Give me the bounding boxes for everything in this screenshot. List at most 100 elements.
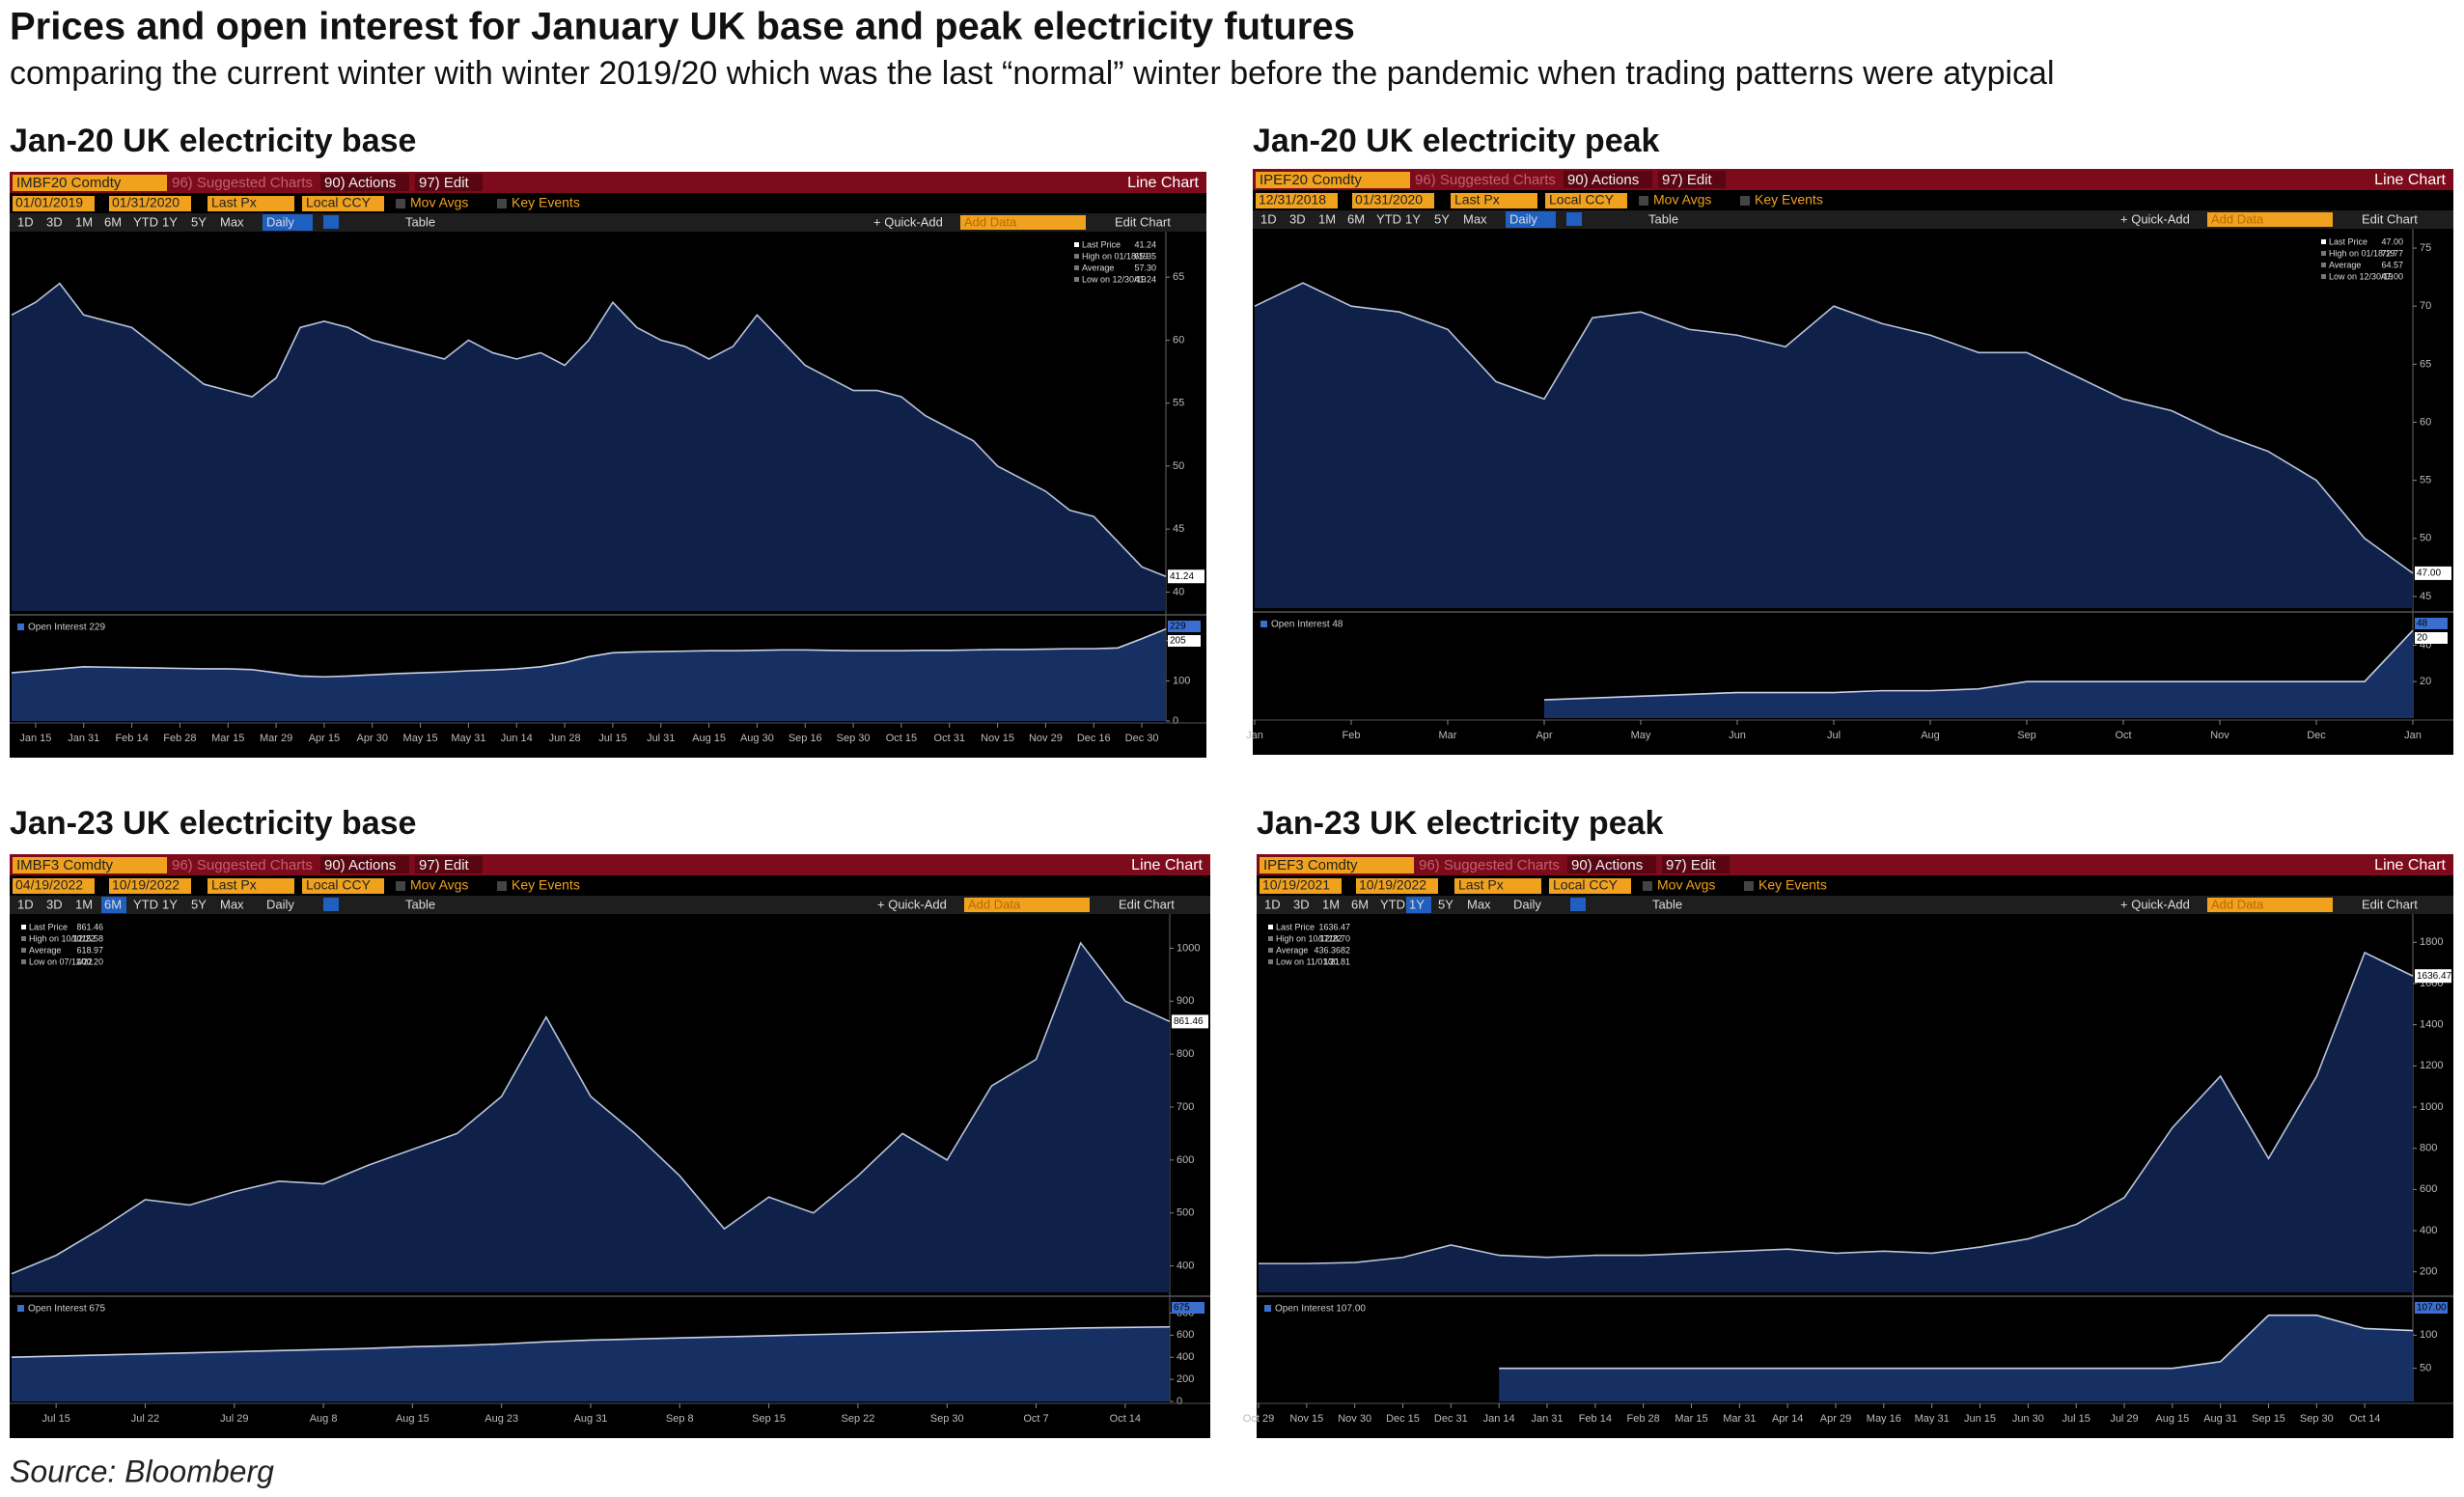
stats-marker	[1074, 277, 1079, 282]
period-button[interactable]: 6M	[104, 214, 122, 229]
x-tick-label: Mar 15	[1675, 1413, 1707, 1425]
legend-label: Open Interest 229	[28, 623, 105, 633]
last-tag: 47.00	[2417, 568, 2441, 579]
y-tick-label: 65	[1173, 271, 1184, 283]
date-box	[13, 878, 95, 894]
period-button[interactable]: 1D	[17, 214, 34, 229]
stats-marker	[21, 948, 26, 953]
period-button[interactable]: 5Y	[191, 214, 207, 229]
last-tag: 41.24	[1170, 571, 1194, 582]
price-area	[12, 942, 1170, 1292]
quick-add: + Quick-Add	[877, 897, 947, 911]
edit-chart: Edit Chart	[1115, 214, 1171, 229]
period-button[interactable]: Max	[1463, 211, 1487, 226]
period-button[interactable]: 1D	[1260, 211, 1277, 226]
x-tick-label: Jan 14	[1483, 1413, 1515, 1425]
period-button[interactable]: YTD	[133, 214, 158, 229]
quick-add: + Quick-Add	[2120, 211, 2190, 226]
x-tick-label: Nov 30	[1338, 1413, 1371, 1425]
period-button[interactable]: 6M	[1347, 211, 1365, 226]
period-button[interactable]: Max	[220, 214, 244, 229]
x-tick-label: Sep 16	[789, 733, 822, 744]
period-button[interactable]: 6M	[104, 897, 122, 911]
frequency: Daily	[1513, 897, 1541, 911]
period-button[interactable]: 5Y	[1438, 897, 1453, 911]
period-button[interactable]: 3D	[46, 897, 63, 911]
last-tag-box	[1172, 1014, 1208, 1029]
x-tick-label: Sep 30	[930, 1413, 964, 1425]
header-bar	[1257, 854, 2453, 875]
period-button[interactable]: 3D	[1289, 211, 1306, 226]
period-button[interactable]: 3D	[1293, 897, 1310, 911]
y-tick-label: 900	[1177, 995, 1194, 1007]
checkbox	[1639, 196, 1648, 206]
actions-button	[1567, 856, 1656, 873]
x-tick-label: Feb 14	[115, 733, 148, 744]
period-button[interactable]: Max	[1467, 897, 1491, 911]
x-tick-label: Dec 30	[1125, 733, 1159, 744]
x-tick-label: Jul 31	[647, 733, 675, 744]
stats-marker	[1074, 242, 1079, 247]
stats-label: Low on 12/30/19	[2329, 271, 2394, 281]
actions: 90) Actions	[324, 175, 396, 191]
legend-label: Open Interest 675	[28, 1304, 105, 1315]
add-data: Add Data	[968, 897, 1021, 911]
period-button[interactable]: 1M	[75, 214, 93, 229]
mov-avgs: Mov Avgs	[410, 195, 468, 210]
period-button[interactable]: YTD	[1376, 211, 1401, 226]
quick-add: + Quick-Add	[873, 214, 943, 229]
stats-value: 1636.47	[1318, 922, 1350, 931]
period-button[interactable]: 1D	[1264, 897, 1281, 911]
period-button[interactable]: 1M	[1322, 897, 1340, 911]
period-button[interactable]: 1Y	[1409, 897, 1425, 911]
x-tick-label: Aug 31	[574, 1413, 608, 1425]
edit-chart: Edit Chart	[2362, 211, 2418, 226]
x-tick-label: Jul 15	[42, 1413, 69, 1425]
period-button[interactable]: 6M	[1351, 897, 1369, 911]
page-subtitle: comparing the current winter with winter…	[10, 55, 2055, 92]
checkbox	[497, 881, 507, 891]
period-button[interactable]: 5Y	[191, 897, 207, 911]
period-button[interactable]: 1M	[75, 897, 93, 911]
last-tag-box	[2415, 566, 2451, 580]
x-tick-label: Jul 15	[2062, 1413, 2090, 1425]
key-events: Key Events	[1758, 877, 1827, 893]
period-button[interactable]: YTD	[133, 897, 158, 911]
x-tick-label: Feb 28	[1627, 1413, 1660, 1425]
y-tick-label: 400	[1177, 1260, 1194, 1271]
oi-tag-box	[2415, 632, 2448, 644]
field-box	[1454, 878, 1541, 894]
price-line	[11, 941, 1171, 1275]
period-button[interactable]: 1D	[17, 897, 34, 911]
x-tick-label: Jun 30	[2012, 1413, 2044, 1425]
x-tick-label: Sep 15	[752, 1413, 786, 1425]
period-button[interactable]: 1Y	[162, 897, 178, 911]
date-box	[1260, 878, 1342, 894]
period-button[interactable]: 1Y	[162, 214, 178, 229]
period-button[interactable]: 3D	[46, 214, 63, 229]
ticker-box	[13, 857, 167, 873]
stats-label: High on 10/12/22	[29, 933, 96, 943]
period-button[interactable]: YTD	[1380, 897, 1405, 911]
stats-label: Last Price	[1082, 239, 1121, 249]
x-tick-label: Jan 31	[1531, 1413, 1563, 1425]
end-date: 01/31/2020	[1355, 192, 1423, 208]
edit-button	[1662, 856, 1730, 873]
period-button[interactable]: 1Y	[1405, 211, 1421, 226]
key-events: Key Events	[512, 195, 580, 210]
period-button[interactable]: 5Y	[1434, 211, 1450, 226]
stats-label: Average	[1082, 263, 1114, 272]
header-bar	[1253, 169, 2453, 190]
edit: 97) Edit	[1662, 172, 1713, 188]
edit: 97) Edit	[1666, 857, 1717, 873]
period-button[interactable]: Max	[220, 897, 244, 911]
start-date: 12/31/2018	[1259, 192, 1326, 208]
x-tick-label: Mar	[1439, 730, 1457, 741]
stats-value: 400.20	[76, 956, 103, 966]
stats-marker	[2321, 274, 2326, 279]
start-date: 10/19/2021	[1262, 877, 1330, 893]
stats-label: Last Price	[1276, 922, 1315, 931]
period-button[interactable]: 1M	[1318, 211, 1336, 226]
open-interest-area	[1499, 1315, 2413, 1401]
stats-marker	[21, 936, 26, 941]
